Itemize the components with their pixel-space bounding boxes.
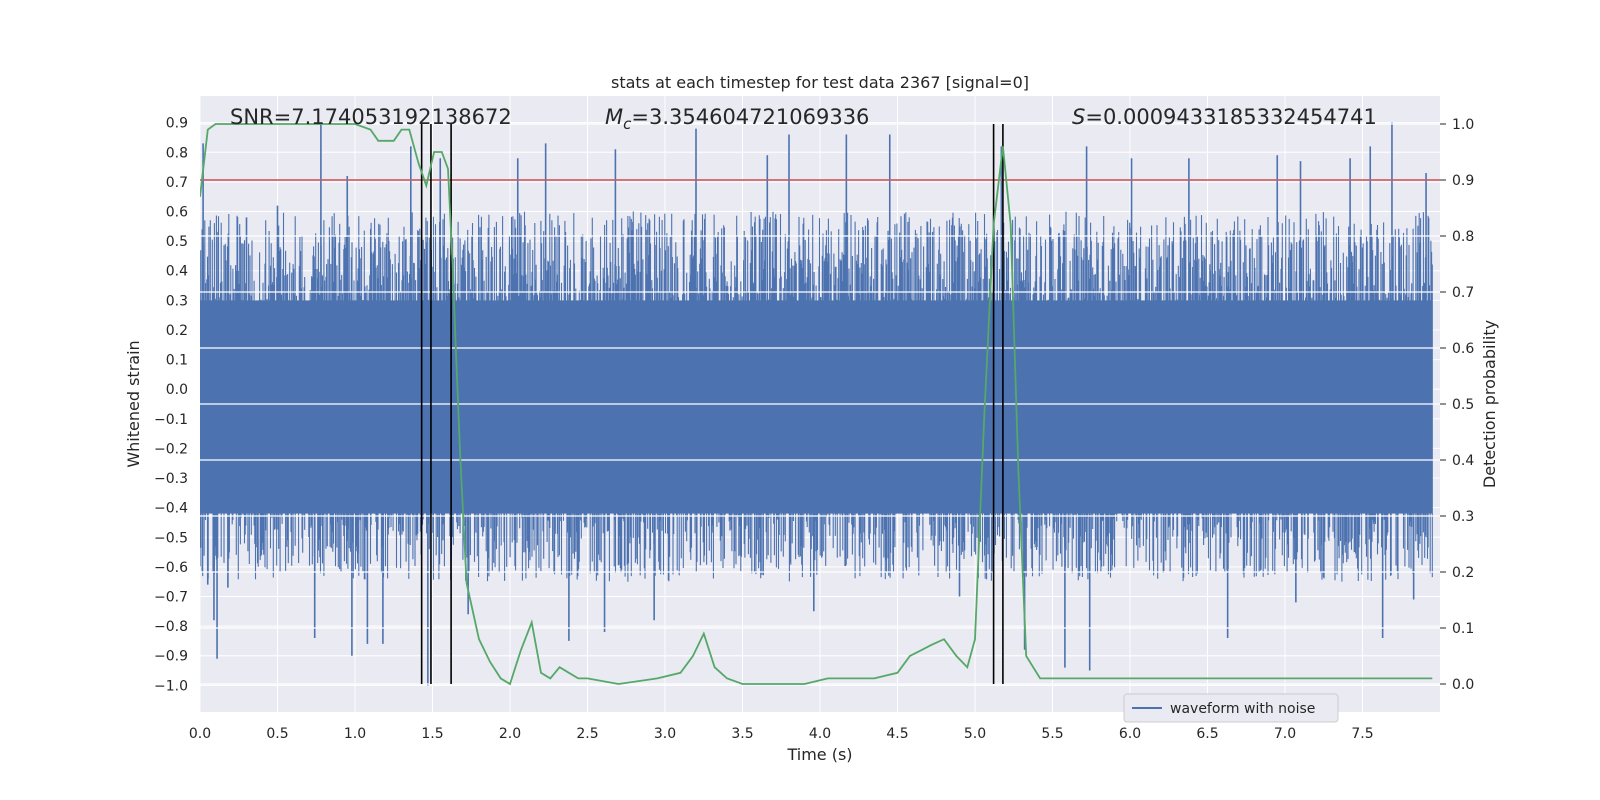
- y-right-tick-label: 0.1: [1452, 621, 1474, 637]
- y-left-tick-label: 0.6: [166, 205, 188, 221]
- y-axis-left-label: Whitened strain: [124, 340, 143, 467]
- s-annotation: S=0.0009433185332454741: [1072, 105, 1377, 129]
- y-right-tick-label: 0.0: [1452, 677, 1474, 693]
- y-left-tick-label: 0.9: [166, 116, 188, 132]
- x-tick-label: 1.5: [421, 726, 443, 742]
- chirp-mass-annotation: Mc=3.354604721069336: [605, 105, 869, 133]
- detection-probability-series: [200, 123, 1433, 686]
- x-tick-label: 5.5: [1041, 726, 1063, 742]
- x-tick-label: 2.0: [499, 726, 521, 742]
- x-tick-label: 6.0: [1119, 726, 1141, 742]
- detection-probability-line: [200, 123, 1433, 686]
- y-left-tick-label: 0.1: [166, 353, 188, 369]
- x-axis-label: Time (s): [786, 745, 852, 764]
- y-right-tick-label: 0.8: [1452, 229, 1474, 245]
- y-right-tick-label: 0.3: [1452, 509, 1474, 525]
- y-left-tick-label: 0.7: [166, 175, 188, 191]
- y-right-tick-label: 0.7: [1452, 285, 1474, 301]
- y-left-tick-label: −0.6: [154, 560, 188, 576]
- y-left-tick-label: 0.5: [166, 234, 188, 250]
- x-tick-label: 0.0: [189, 726, 211, 742]
- y-left-tick-label: −0.9: [154, 649, 188, 665]
- y-axis-right-label: Detection probability: [1480, 320, 1499, 488]
- y-right-tick-label: 0.2: [1452, 565, 1474, 581]
- y-right-tick-label: 0.6: [1452, 341, 1474, 357]
- snr-annotation: SNR=7.174053192138672: [230, 105, 512, 129]
- y-left-tick-label: −0.8: [154, 619, 188, 635]
- y-axis-left-ticks: 0.9 0.8 0.7 0.6 0.5 0.4 0.3 0.2 0.1 0.0 −0.1 −0.2 −0…: [154, 116, 188, 695]
- x-tick-label: 4.5: [886, 726, 908, 742]
- x-tick-label: 0.5: [266, 726, 288, 742]
- y-left-tick-label: 0.8: [166, 145, 188, 161]
- y-right-tick-label: 0.5: [1452, 397, 1474, 413]
- legend: waveform with noise: [1123, 693, 1339, 723]
- y-left-tick-label: −0.7: [154, 590, 188, 606]
- x-tick-label: 3.5: [731, 726, 753, 742]
- x-tick-label: 2.5: [576, 726, 598, 742]
- y-left-tick-label: −0.2: [154, 441, 188, 457]
- y-left-tick-label: −0.1: [154, 412, 188, 428]
- chirp-mass-symbol: M: [605, 105, 623, 129]
- x-tick-label: 5.0: [964, 726, 986, 742]
- y-left-tick-label: 0.3: [166, 293, 188, 309]
- y-left-tick-label: −1.0: [154, 678, 188, 694]
- s-value: =0.0009433185332454741: [1085, 105, 1377, 129]
- waveform-core: [200, 300, 1433, 514]
- x-tick-label: 7.5: [1351, 726, 1373, 742]
- s-symbol: S: [1072, 105, 1085, 129]
- y-left-tick-label: −0.4: [154, 501, 188, 517]
- chirp-mass-subscript: c: [623, 115, 632, 133]
- x-tick-label: 4.0: [809, 726, 831, 742]
- y-axis-right-ticks: 1.0 0.9 0.8 0.7 0.6 0.5 0.4 0.3 0.2 0.1 0.0: [1440, 117, 1474, 693]
- y-right-tick-label: 0.4: [1452, 453, 1474, 469]
- y-left-tick-label: −0.5: [154, 530, 188, 546]
- x-tick-label: 1.0: [344, 726, 366, 742]
- waveform-series: [200, 122, 1433, 686]
- x-tick-label: 6.5: [1196, 726, 1218, 742]
- legend-box: [1123, 693, 1339, 723]
- y-left-tick-label: −0.3: [154, 471, 188, 487]
- y-left-tick-label: 0.2: [166, 323, 188, 339]
- x-tick-label: 3.0: [654, 726, 676, 742]
- y-right-tick-label: 0.9: [1452, 173, 1474, 189]
- chirp-mass-value: =3.354604721069336: [631, 105, 869, 129]
- chart-title: stats at each timestep for test data 236…: [611, 73, 1029, 92]
- legend-label: waveform with noise: [1170, 701, 1315, 717]
- y-left-tick-label: 0.0: [166, 382, 188, 398]
- x-tick-label: 7.0: [1274, 726, 1296, 742]
- y-right-tick-label: 1.0: [1452, 117, 1474, 133]
- y-left-tick-label: 0.4: [166, 264, 188, 280]
- x-axis-ticks: 0.0 0.5 1.0 1.5 2.0 2.5 3.0 3.5 4.0 4.5 5.0 5.5 6.0 6…: [189, 726, 1374, 742]
